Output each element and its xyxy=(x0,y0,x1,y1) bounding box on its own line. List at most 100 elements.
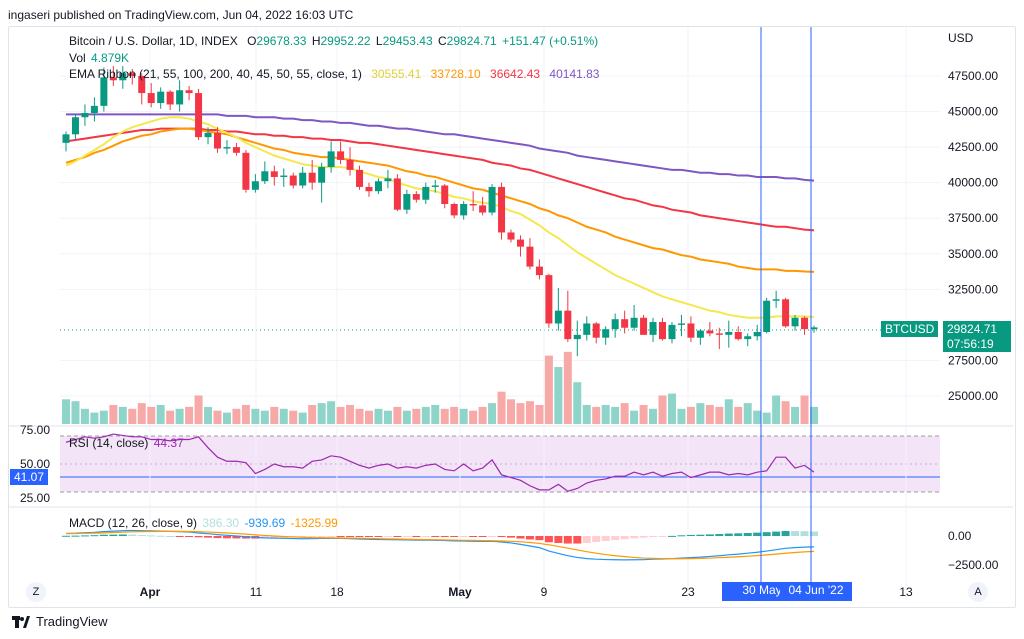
macd-histogram-bar xyxy=(355,536,364,537)
volume-bar xyxy=(393,406,402,424)
macd-histogram-bar xyxy=(544,536,553,543)
volume-bar xyxy=(71,401,80,424)
candle-body xyxy=(507,232,515,240)
macd-histogram-bar xyxy=(450,536,459,537)
volume-bars xyxy=(62,351,818,424)
candle-body xyxy=(81,112,89,118)
candle-body xyxy=(166,91,174,105)
price-tick: 25000.00 xyxy=(948,389,998,403)
volume-bar xyxy=(696,403,705,424)
volume-bar xyxy=(810,406,818,424)
macd-histogram-bar xyxy=(658,536,667,537)
volume-bar xyxy=(516,403,525,424)
volume-bar xyxy=(270,406,279,424)
macd-histogram-bar xyxy=(383,536,392,537)
volume-bar xyxy=(753,410,762,424)
candle-body xyxy=(535,266,543,276)
candle-body xyxy=(176,90,184,105)
volume-bar xyxy=(289,410,298,424)
price-tick: 42500.00 xyxy=(948,140,998,154)
macd-histogram-bar xyxy=(431,536,440,537)
volume-bar xyxy=(582,405,591,424)
macd-histogram-bar xyxy=(204,536,213,538)
macd-histogram-bar xyxy=(601,536,610,541)
candle-body xyxy=(374,181,382,192)
open-label: O xyxy=(247,34,257,48)
volume-bar xyxy=(327,401,336,424)
symbol-legend: Bitcoin / U.S. Dollar, 1D, INDEX O29678.… xyxy=(69,34,600,48)
volume-bar xyxy=(431,405,440,424)
time-tick: 18 xyxy=(330,585,344,599)
volume-bar xyxy=(421,406,430,424)
volume-bar xyxy=(573,382,582,424)
macd-histogram-bar xyxy=(317,536,326,537)
macd-histogram-bar xyxy=(364,536,373,537)
candle-body xyxy=(431,185,439,187)
volume-bar xyxy=(156,405,165,424)
ema-ribbon xyxy=(65,113,815,319)
rsi-tick: 75.00 xyxy=(20,423,50,437)
macd-histogram-bar xyxy=(639,536,648,538)
volume-bar xyxy=(554,367,563,424)
macd-histogram-bar xyxy=(488,536,497,537)
volume-bar xyxy=(346,405,355,424)
rsi-legend: RSI (14, close) 44.37 xyxy=(69,436,186,450)
candle-body xyxy=(810,327,818,330)
macd-histogram-bar xyxy=(630,536,639,539)
candle-body xyxy=(545,275,553,324)
volume-bar xyxy=(185,406,194,424)
candle-body xyxy=(583,323,591,335)
candle-body xyxy=(384,178,392,182)
candle-body xyxy=(299,172,307,186)
ema1-value: 30555.41 xyxy=(371,67,422,81)
low-label: L xyxy=(375,34,383,48)
candle-body xyxy=(403,194,411,210)
candle-body xyxy=(128,73,136,76)
volume-bar xyxy=(649,408,658,424)
candle-body xyxy=(100,77,108,106)
macd-panel xyxy=(62,529,818,561)
volume-bar xyxy=(469,410,478,424)
candle-body xyxy=(346,159,354,170)
macd-histogram-bar xyxy=(147,535,156,537)
macd-histogram-bar xyxy=(62,535,70,537)
macd-hist-value: 386.30 xyxy=(202,516,240,530)
candle-body xyxy=(450,204,458,216)
zoom-button[interactable]: Z xyxy=(26,582,46,602)
auto-scale-button[interactable]: A xyxy=(968,582,988,602)
volume-bar xyxy=(175,408,184,424)
candle-body xyxy=(327,151,335,168)
macd-histogram-bar xyxy=(128,534,137,536)
volume-bar xyxy=(620,403,629,424)
volume-bar xyxy=(412,408,421,424)
candle-body xyxy=(261,171,269,182)
macd-histogram-bar xyxy=(109,534,118,536)
volume-bar xyxy=(402,410,411,424)
macd-histogram-bar xyxy=(336,536,345,537)
macd-histogram-bar xyxy=(222,536,231,539)
macd-axis: 0.00 −2500.00 xyxy=(948,529,999,572)
candle-body xyxy=(668,324,676,340)
candle-body xyxy=(422,186,430,200)
macd-histogram-bar xyxy=(459,536,468,537)
volume-bar xyxy=(213,410,222,424)
currency-label: USD xyxy=(948,31,974,45)
volume-bar xyxy=(677,408,686,424)
macd-histogram-bar xyxy=(374,536,383,537)
volume-bar xyxy=(535,405,544,424)
volume-bar xyxy=(724,399,733,424)
macd-histogram-bar xyxy=(705,534,714,536)
macd-histogram-bar xyxy=(497,536,506,538)
macd-label: MACD (12, 26, close, 9) xyxy=(69,516,198,530)
ema-legend: EMA Ribbon (21, 55, 100, 200, 40, 45, 50… xyxy=(69,67,601,81)
volume-bar xyxy=(743,403,752,424)
macd-histogram-bar xyxy=(137,535,146,537)
volume-bar xyxy=(308,405,317,424)
macd-histogram-bar xyxy=(573,536,582,544)
time-axis: Apr 11 18 May 9 23 13 xyxy=(140,585,913,599)
candle-body xyxy=(119,73,127,81)
candle-body xyxy=(801,317,809,330)
candle-body xyxy=(308,172,316,183)
candle-body xyxy=(185,90,193,94)
